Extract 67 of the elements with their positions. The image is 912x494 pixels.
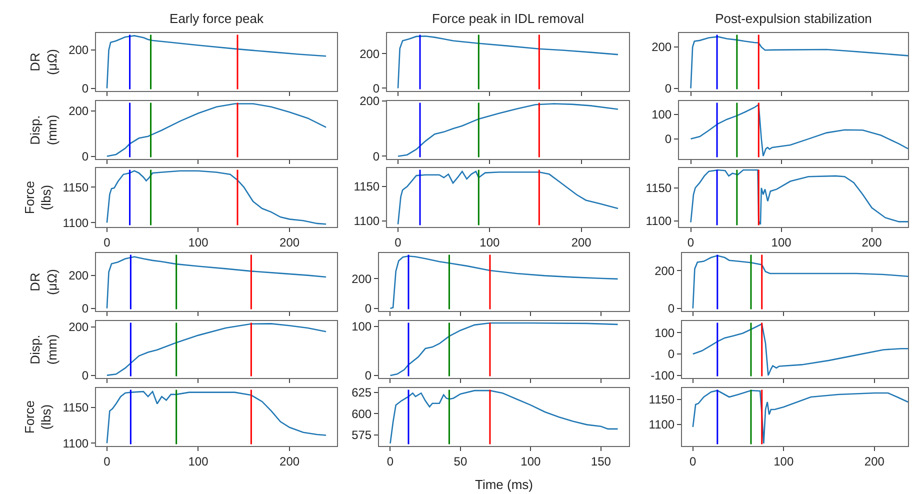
y-tick-label: 0 bbox=[372, 81, 380, 96]
y-axis-title: Force (lbs) bbox=[22, 400, 54, 434]
chart-title: Early force peak bbox=[170, 11, 264, 26]
y-tick-label: 200 bbox=[654, 264, 675, 278]
y-tick-label: 1150 bbox=[646, 181, 672, 196]
y-axis-title: DR (μΩ) bbox=[28, 269, 60, 295]
y-tick-label: 0 bbox=[664, 82, 672, 96]
x-axis-title: Time (ms) bbox=[474, 477, 534, 492]
y-tick-label: 1100 bbox=[646, 214, 672, 228]
y-tick-label: 600 bbox=[352, 406, 372, 421]
y-tick-label: 100 bbox=[652, 108, 672, 122]
x-tick-label: 200 bbox=[864, 454, 885, 468]
y-tick-label: -100 bbox=[650, 368, 675, 383]
x-tick-label: 200 bbox=[280, 235, 300, 250]
x-tick-label: 100 bbox=[771, 235, 792, 250]
y-tick-label: 200 bbox=[360, 46, 380, 61]
x-tick-label: 50 bbox=[454, 454, 468, 468]
y-tick-label: 200 bbox=[652, 40, 672, 54]
chart-title: Force peak in IDL removal bbox=[432, 11, 584, 26]
x-tick-label: 200 bbox=[280, 454, 300, 468]
y-axis-title: DR (μΩ) bbox=[28, 49, 60, 75]
y-axis-title: Disp. (mm) bbox=[28, 114, 60, 146]
y-tick-label: 200 bbox=[68, 43, 89, 58]
y-tick-label: 1100 bbox=[648, 418, 675, 432]
y-tick-label: 1100 bbox=[62, 436, 89, 450]
x-tick-label: 0 bbox=[687, 235, 694, 250]
y-tick-label: 0 bbox=[82, 368, 89, 383]
y-tick-label: 200 bbox=[68, 320, 89, 334]
y-tick-label: 1150 bbox=[62, 180, 89, 194]
y-tick-label: 0 bbox=[668, 302, 675, 316]
x-tick-label: 0 bbox=[394, 235, 402, 250]
x-tick-label: 0 bbox=[386, 454, 394, 468]
y-tick-label: 200 bbox=[360, 94, 380, 108]
x-tick-label: 0 bbox=[104, 235, 111, 250]
y-tick-label: 200 bbox=[68, 104, 89, 118]
y-tick-label: 1150 bbox=[62, 400, 89, 415]
y-tick-label: 1150 bbox=[354, 180, 380, 194]
x-tick-label: 100 bbox=[188, 235, 209, 250]
y-tick-label: 0 bbox=[364, 368, 372, 383]
x-tick-label: 200 bbox=[862, 235, 882, 250]
y-tick-label: 575 bbox=[352, 428, 372, 442]
y-tick-label: 200 bbox=[352, 272, 372, 286]
x-tick-label: 0 bbox=[104, 454, 111, 468]
y-tick-label: 1150 bbox=[648, 392, 675, 407]
x-tick-label: 100 bbox=[520, 454, 542, 468]
y-tick-label: 0 bbox=[668, 347, 675, 362]
y-tick-label: 100 bbox=[654, 326, 675, 340]
x-tick-label: 100 bbox=[480, 235, 500, 250]
y-tick-label: 0 bbox=[364, 302, 372, 316]
x-tick-label: 0 bbox=[690, 454, 697, 468]
y-tick-label: 100 bbox=[352, 320, 372, 334]
y-axis-title: Force (lbs) bbox=[22, 180, 54, 214]
y-tick-label: 0 bbox=[664, 132, 672, 146]
y-tick-label: 625 bbox=[352, 385, 372, 400]
y-axis-title: Disp. (mm) bbox=[28, 334, 60, 365]
x-tick-label: 150 bbox=[590, 454, 612, 468]
y-tick-label: 1100 bbox=[354, 214, 380, 228]
x-tick-label: 100 bbox=[188, 454, 209, 468]
y-tick-label: 0 bbox=[82, 149, 89, 164]
y-tick-label: 0 bbox=[82, 82, 89, 96]
chart-title: Post-expulsion stabilization bbox=[715, 11, 872, 26]
y-tick-label: 0 bbox=[82, 302, 89, 316]
y-tick-label: 1100 bbox=[62, 216, 89, 230]
y-tick-label: 200 bbox=[68, 268, 89, 283]
x-tick-label: 100 bbox=[774, 454, 794, 468]
y-tick-label: 0 bbox=[372, 149, 380, 164]
x-tick-label: 200 bbox=[571, 235, 592, 250]
